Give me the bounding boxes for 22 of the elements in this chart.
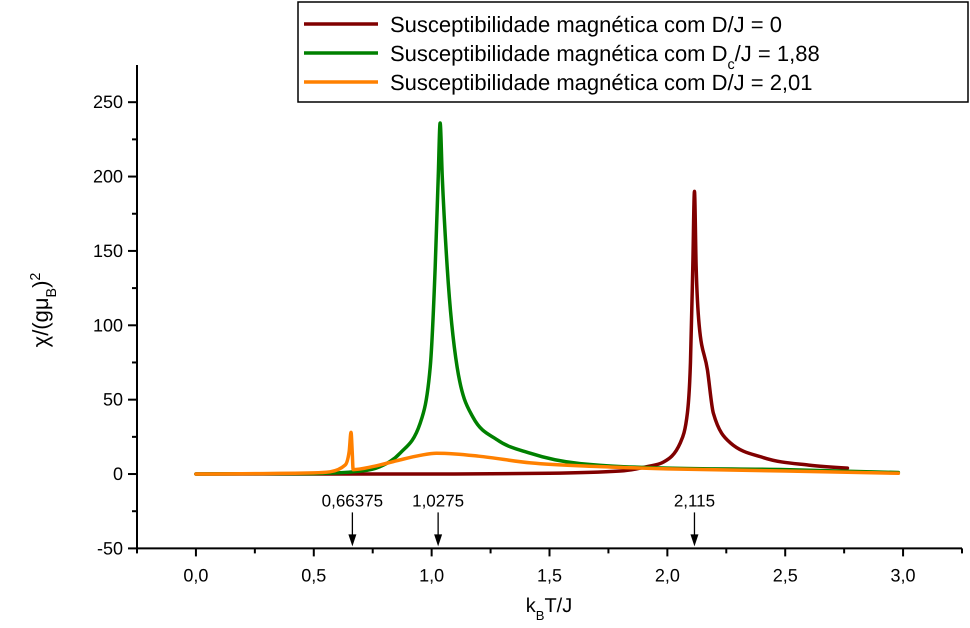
x-tick-label: 3,0 (890, 565, 916, 586)
x-tick-label: 2,0 (654, 565, 680, 586)
legend-label: Susceptibilidade magnética com D$_{c}$/J = 1,88 (390, 41, 820, 73)
x-tick-label: 1,0 (419, 565, 444, 586)
x-tick-label: 1,5 (536, 565, 562, 586)
x-axis-title: k$_{B}$T/J (526, 595, 572, 622)
y-tick-label: 100 (92, 315, 123, 336)
annotation: 1,0275 (412, 491, 464, 510)
legend-label: Susceptibilidade magnética com D/J = 0 (390, 12, 782, 37)
line-series (194, 430, 900, 476)
x-tick-label: 0,5 (301, 565, 326, 586)
y-tick-label: 150 (92, 240, 123, 261)
y-tick-label: 50 (102, 390, 123, 410)
legend-label: Susceptibilidade magnética com D/J = 2,01 (390, 70, 813, 95)
annotation: 0,66375 (322, 491, 384, 510)
y-tick-label: 0 (112, 464, 123, 484)
x-tick-label: 0,0 (183, 565, 208, 586)
annotation: 2,115 (674, 491, 716, 510)
y-tick-label: 200 (92, 166, 123, 187)
y-tick-label: 250 (92, 92, 123, 112)
x-tick-label: 2,5 (772, 565, 798, 586)
y-tick-label: -50 (96, 538, 123, 558)
